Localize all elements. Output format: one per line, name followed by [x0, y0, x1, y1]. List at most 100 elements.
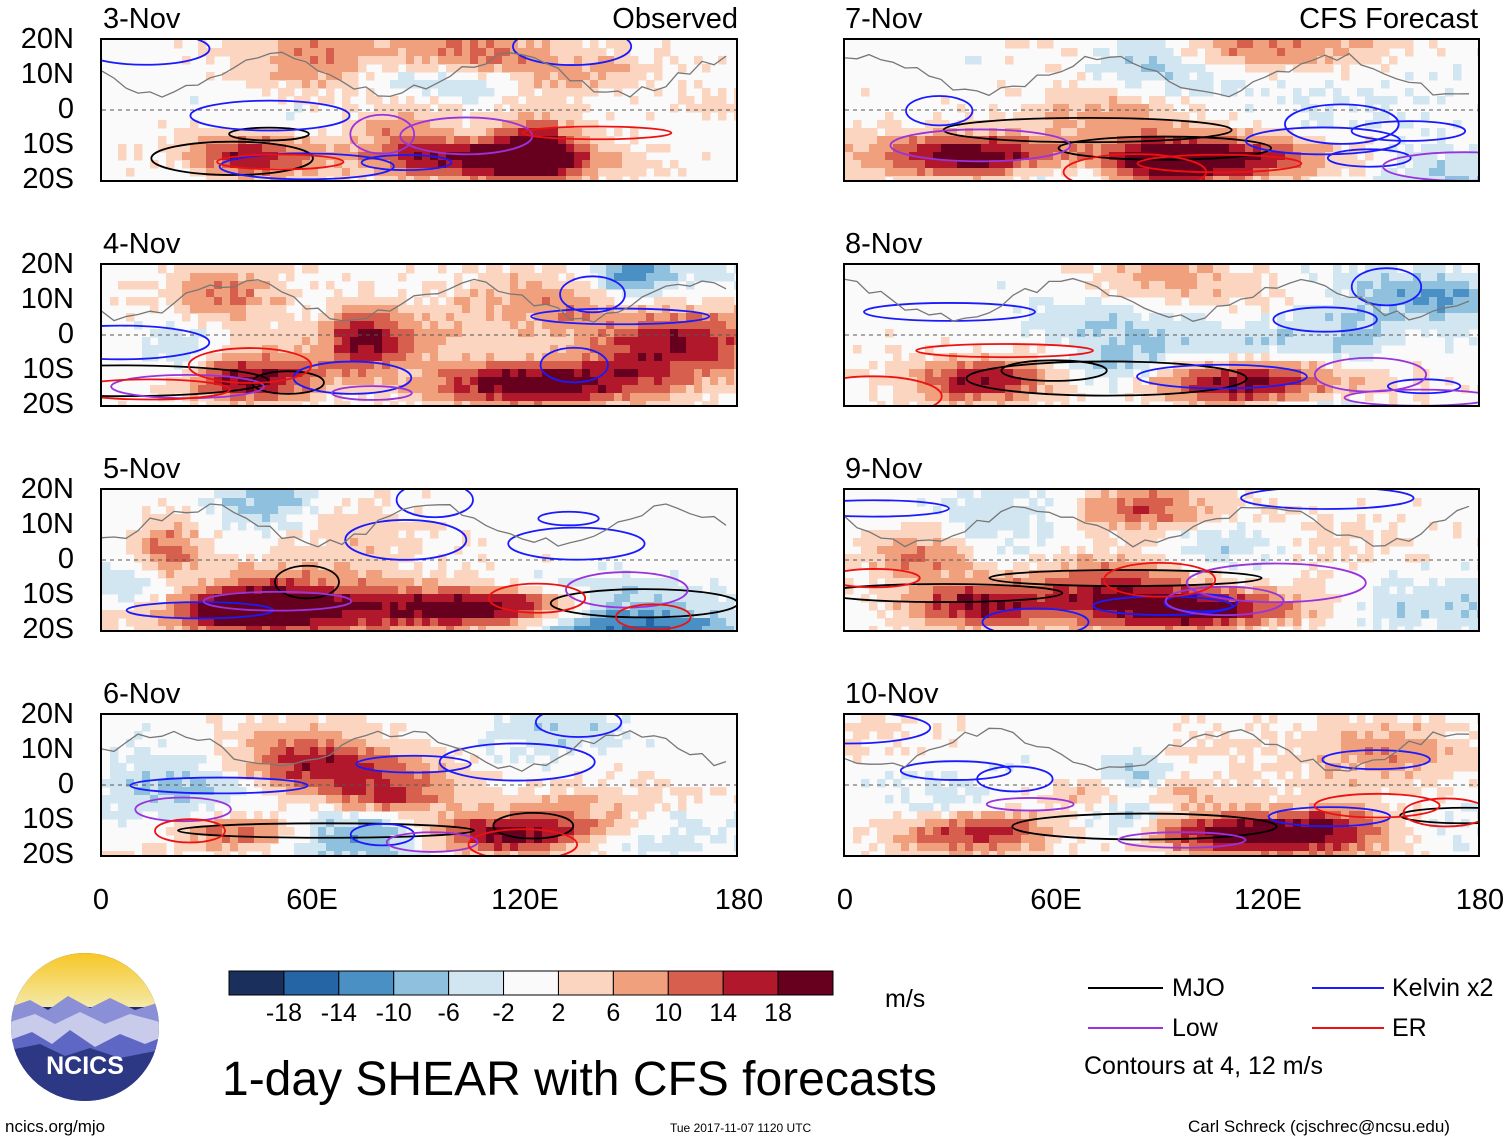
shear-cell: [206, 144, 215, 153]
shear-cell: [150, 281, 159, 290]
shear-cell: [917, 136, 926, 145]
shear-cell: [1141, 289, 1150, 298]
shear-cell: [1317, 40, 1326, 49]
shear-cell: [278, 490, 287, 499]
shear-cell: [262, 80, 271, 89]
shear-cell: [558, 176, 567, 180]
shear-cell: [510, 578, 519, 587]
shear-cell: [318, 56, 327, 65]
shear-cell: [654, 273, 663, 282]
shear-cell: [166, 514, 175, 523]
shear-cell: [718, 385, 727, 394]
shear-cell: [438, 281, 447, 290]
shear-cell: [454, 803, 463, 812]
shear-cell: [470, 160, 479, 169]
shear-cell: [1021, 176, 1030, 180]
shear-cell: [734, 321, 736, 330]
shear-cell: [957, 104, 966, 113]
shear-cell: [102, 610, 111, 619]
shear-cell: [294, 731, 303, 740]
shear-cell: [446, 578, 455, 587]
shear-cell: [382, 305, 391, 314]
shear-cell: [1381, 289, 1390, 298]
shear-cell: [518, 120, 527, 129]
shear-cell: [206, 361, 215, 370]
shear-cell: [326, 602, 335, 611]
shear-cell: [1181, 273, 1190, 282]
shear-cell: [510, 104, 519, 113]
shear-cell: [350, 570, 359, 579]
shear-cell: [1085, 313, 1094, 322]
shear-cell: [318, 72, 327, 81]
shear-cell: [310, 538, 319, 547]
shear-cell: [382, 578, 391, 587]
shear-cell: [973, 144, 982, 153]
shear-cell: [270, 160, 279, 169]
shear-cell: [518, 715, 527, 724]
shear-cell: [670, 843, 679, 852]
shear-cell: [358, 281, 367, 290]
shear-cell: [470, 136, 479, 145]
shear-cell: [198, 819, 207, 828]
shear-cell: [686, 353, 695, 362]
shear-cell: [1293, 88, 1302, 97]
shear-cell: [414, 152, 423, 161]
shear-cell: [1085, 265, 1094, 274]
shear-cell: [374, 56, 383, 65]
shear-cell: [638, 273, 647, 282]
shear-cell: [686, 361, 695, 370]
shear-cell: [534, 586, 543, 595]
shear-cell: [1165, 281, 1174, 290]
shear-cell: [294, 522, 303, 531]
shear-cell: [566, 160, 575, 169]
shear-cell: [1021, 168, 1030, 177]
shear-cell: [334, 377, 343, 386]
shear-cell: [246, 602, 255, 611]
shear-cell: [973, 128, 982, 137]
shear-cell: [142, 514, 151, 523]
shear-cell: [142, 345, 151, 354]
shear-cell: [398, 40, 407, 49]
shear-cell: [182, 313, 191, 322]
shear-cell: [726, 273, 735, 282]
shear-cell: [518, 811, 527, 820]
shear-cell: [142, 755, 151, 764]
shear-cell: [518, 353, 527, 362]
shear-cell: [1461, 281, 1470, 290]
shear-cell: [358, 385, 367, 394]
shear-cell: [734, 795, 736, 804]
shear-cell: [933, 128, 942, 137]
shear-cell: [590, 578, 599, 587]
shear-cell: [582, 88, 591, 97]
mjo-contour: [274, 564, 340, 600]
shear-cell: [262, 337, 271, 346]
shear-cell: [478, 289, 487, 298]
shear-cell: [526, 176, 535, 180]
shear-cell: [414, 538, 423, 547]
shear-cell: [182, 594, 191, 603]
shear-cell: [566, 40, 575, 49]
shear-cell: [246, 490, 255, 499]
shear-cell: [702, 369, 711, 378]
shear-cell: [342, 618, 351, 627]
shear-cell: [414, 80, 423, 89]
panel-5-nov: [100, 488, 738, 632]
shear-cell: [406, 393, 415, 402]
shear-cell: [166, 562, 175, 571]
shear-cell: [614, 369, 623, 378]
shear-cell: [422, 618, 431, 627]
shear-cell: [470, 610, 479, 619]
shear-cell: [638, 289, 647, 298]
shear-cell: [166, 152, 175, 161]
shear-cell: [1029, 313, 1038, 322]
shear-cell: [598, 80, 607, 89]
shear-cell: [158, 546, 167, 555]
shear-cell: [1421, 305, 1430, 314]
shear-cell: [718, 88, 727, 97]
shear-cell: [1421, 273, 1430, 282]
shear-cell: [598, 747, 607, 756]
shear-cell: [366, 385, 375, 394]
shear-cell: [542, 353, 551, 362]
shear-cell: [901, 176, 910, 180]
shear-cell: [734, 626, 736, 630]
